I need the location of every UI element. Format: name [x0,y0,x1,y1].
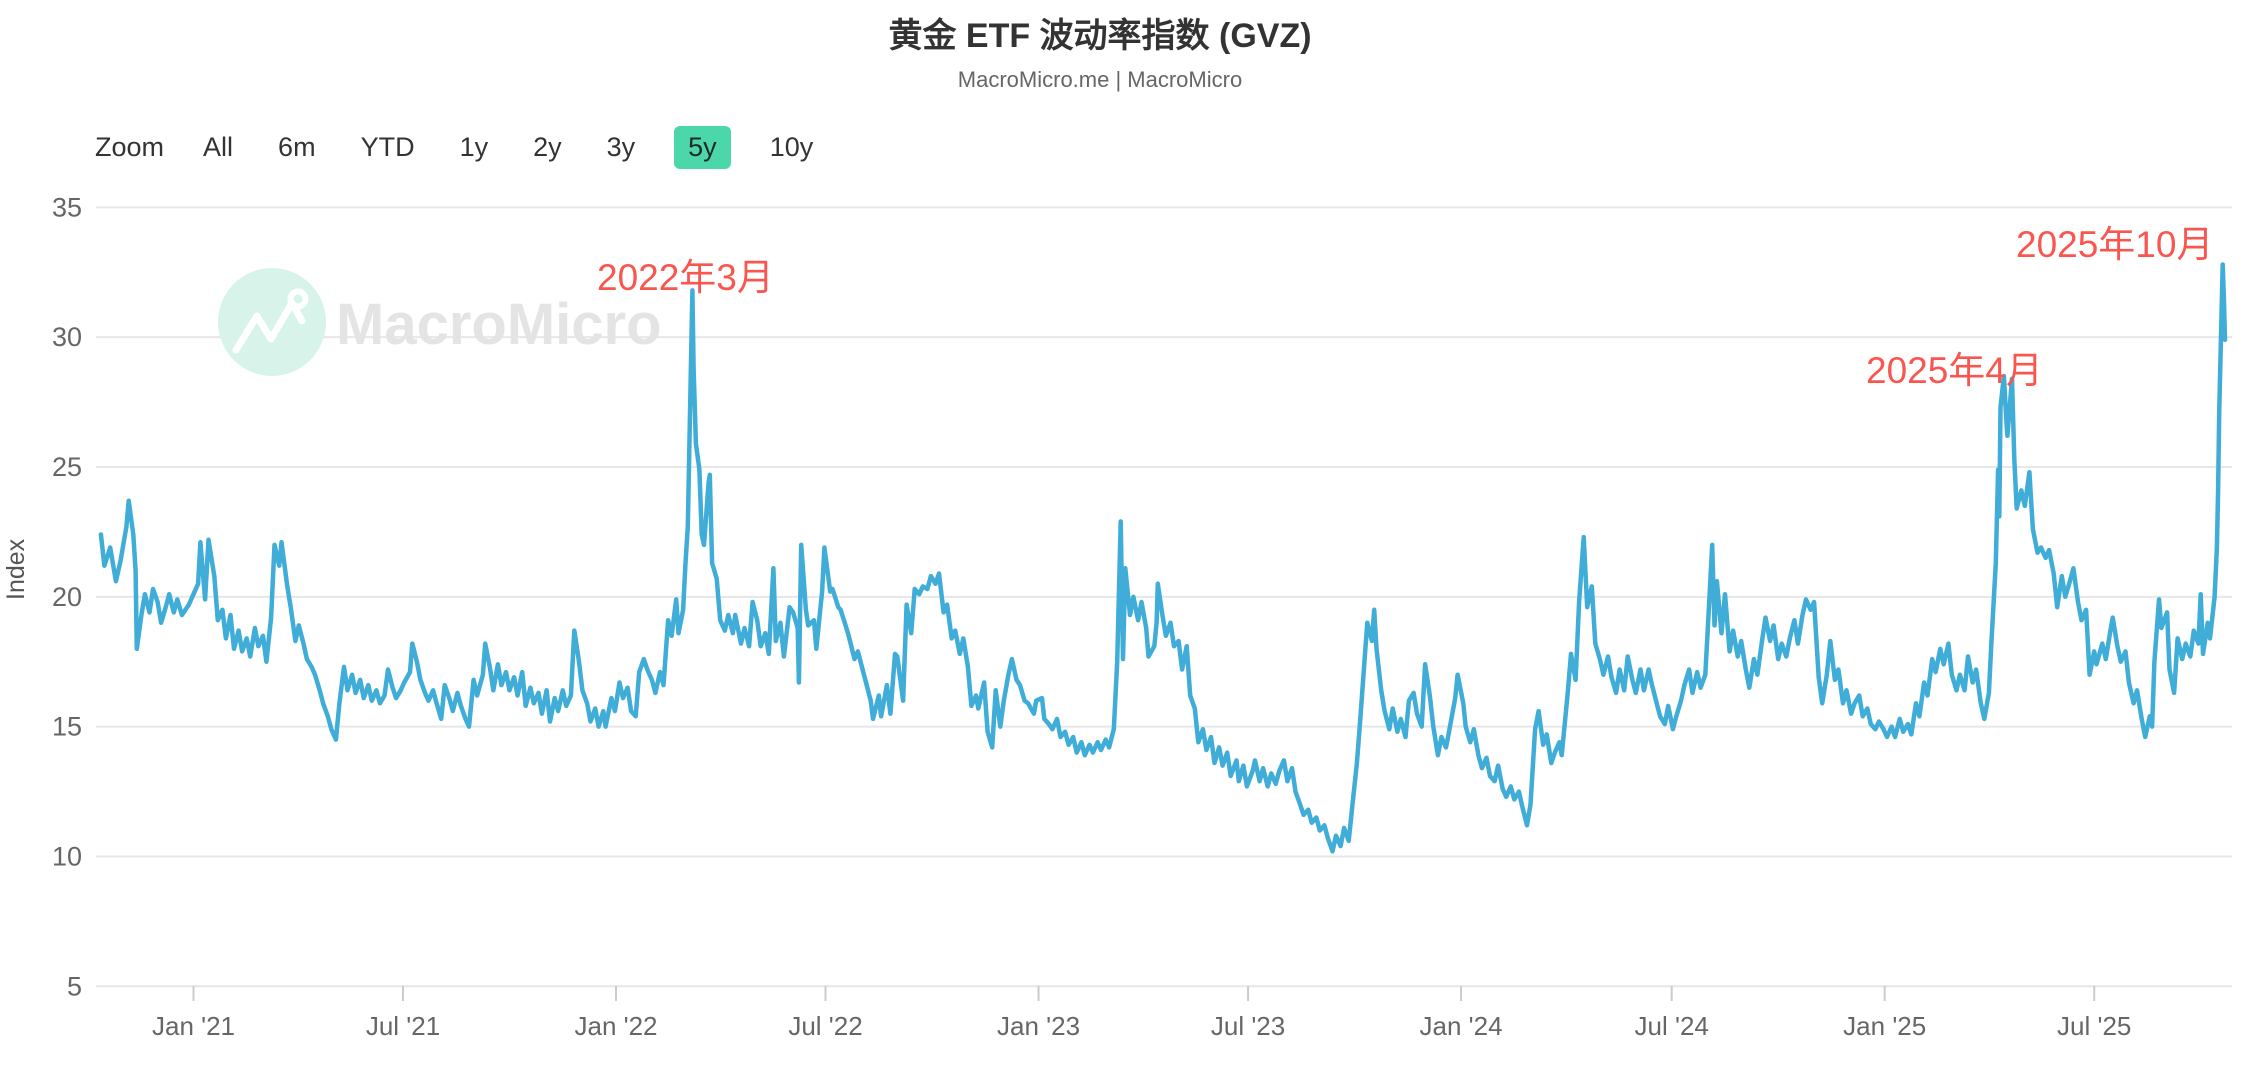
y-tick-label-15: 15 [52,712,82,742]
x-tick-label: Jan '25 [1843,1011,1926,1041]
range-buttons: All 6m YTD 1y 2y 3y 5y 10y [197,126,819,169]
range-button-5y[interactable]: 5y [674,126,731,169]
y-tick-label-30: 30 [52,322,82,352]
x-tick-label: Jan '21 [152,1011,235,1041]
macromicro-logo-dot-icon [287,288,309,310]
y-axis-title: Index [2,538,30,600]
x-tick-label: Jul '25 [2057,1011,2131,1041]
range-button-all[interactable]: All [203,132,234,162]
y-tick-label-5: 5 [67,971,82,1001]
annotation-2025-april: 2025年4月 [1866,350,2043,391]
x-tick-label: Jan '22 [574,1011,657,1041]
annotation-2022-march: 2022年3月 [597,257,774,298]
chart-header: 黄金 ETF 波动率指数 (GVZ) MacroMicro.me | Macro… [0,0,2200,93]
range-button-1y[interactable]: 1y [459,132,489,162]
y-tick-label-20: 20 [52,582,82,612]
x-tick-label: Jul '21 [366,1011,440,1041]
y-tick-label-25: 25 [52,452,82,482]
x-tick-label: Jan '24 [1420,1011,1503,1041]
range-button-10y[interactable]: 10y [769,132,814,162]
range-button-3y[interactable]: 3y [606,132,636,162]
x-tick-label: Jan '23 [997,1011,1080,1041]
page-subtitle: MacroMicro.me | MacroMicro [957,67,1243,92]
zoom-label: Zoom [95,132,165,162]
annotation-2025-october: 2025年10月 [2016,224,2214,265]
macromicro-watermark: MacroMicro [218,268,662,376]
watermark-text: MacroMicro [336,292,662,357]
range-toolbar: Zoom All 6m YTD 1y 2y 3y 5y 10y [95,126,819,169]
page-title: 黄金 ETF 波动率指数 (GVZ) [888,17,1312,55]
range-button-6m[interactable]: 6m [278,132,316,162]
x-tick-label: Jul '24 [1635,1011,1709,1041]
range-button-2y[interactable]: 2y [533,132,562,162]
range-button-ytd[interactable]: YTD [360,132,415,162]
x-tick-label: Jul '23 [1211,1011,1285,1041]
grid-lines [96,206,2232,988]
x-tick-label: Jul '22 [788,1011,862,1041]
watermark-logo-circle [218,268,326,376]
y-tick-label-10: 10 [52,841,82,871]
gvz-series-line [98,262,2228,854]
axis-labels: 5 10 15 20 25 30 35 Jan '21 Jul '21 Jan '22 Jul '2… [52,192,2131,1041]
y-tick-label-35: 35 [52,192,82,222]
